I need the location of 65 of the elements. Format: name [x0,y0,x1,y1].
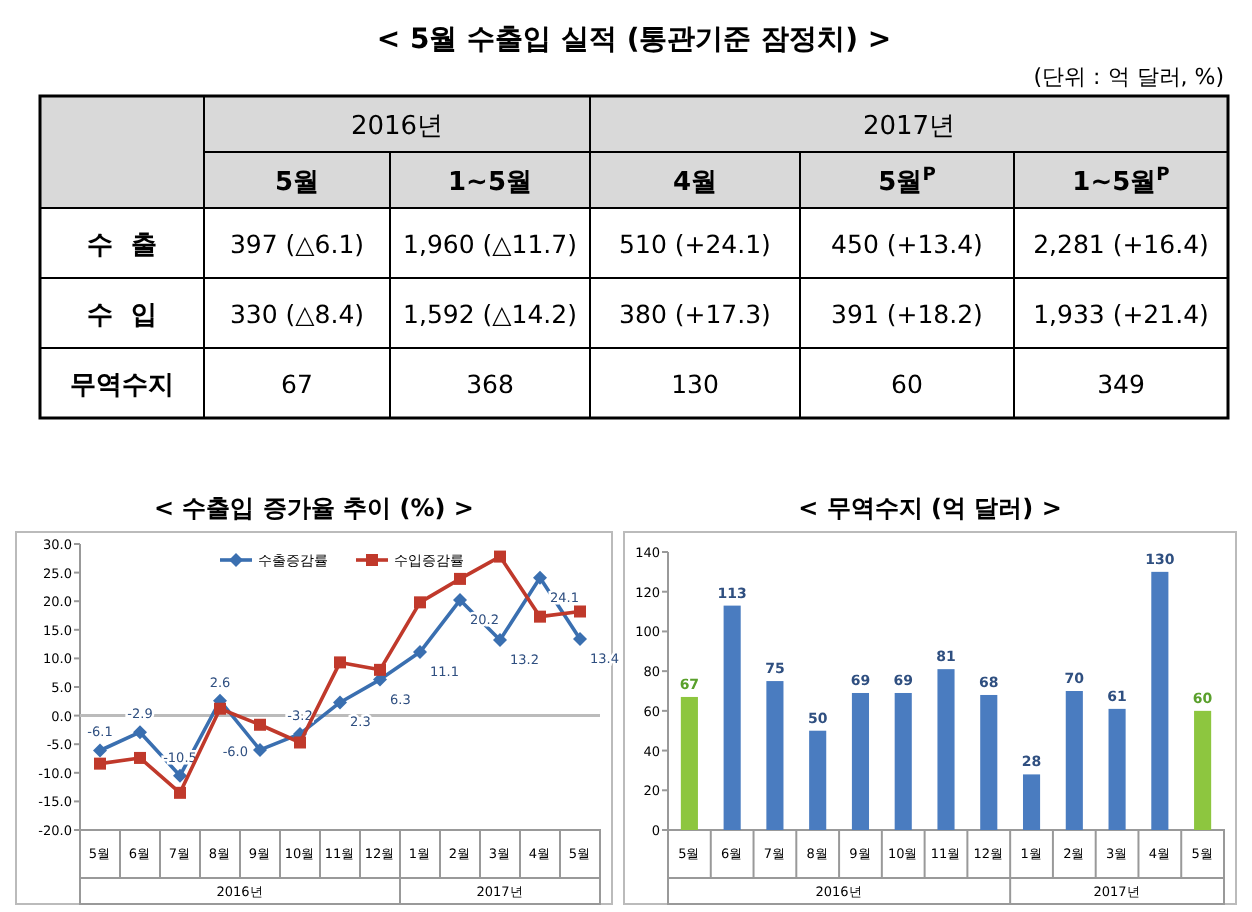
text: 60 [891,369,923,399]
category-label: 4월 [672,168,718,198]
point [94,757,106,770]
point [334,656,346,669]
text: 330 (△8.4) [229,299,365,329]
category-label: 무역수지 [70,371,174,401]
text: 368 [466,369,514,399]
point [493,633,507,648]
text: (단위 : 억 달러, %) [1033,64,1224,90]
point [453,593,467,608]
text: 349 [1097,369,1145,399]
bar [680,696,698,830]
point [134,751,146,764]
category-label: 1~5월$^{P}$ [1072,166,1171,198]
bar [851,692,870,830]
point [574,605,586,618]
text: 397 (△6.1) [229,229,365,259]
category-label: 1~5월 [448,168,532,198]
point [333,695,347,710]
text: 2016년 [350,112,444,142]
point [294,736,306,749]
text: 130 [671,369,719,399]
point [173,768,187,783]
category-label: 5월 [274,168,320,198]
text: 2017년 [862,112,956,142]
bar [1151,571,1169,830]
category-label: 수 입 [86,301,158,331]
text: 67 [281,369,313,399]
text: 2,281 (+16.4) [1033,229,1209,259]
bar [1065,691,1083,830]
bar [894,692,912,830]
point [254,718,266,731]
text: < 5월 수출입 실적 (통관기준 잠정치) > [376,24,892,56]
text: 391 (+18.2) [831,299,983,329]
text: 1,960 (△11.7) [403,229,577,259]
point [573,631,587,646]
text: 380 (+17.3) [619,299,771,329]
bar [1108,708,1126,830]
bar [1022,774,1041,830]
point [494,550,506,563]
point [374,663,386,676]
chart-title: < 수출입 증가율 추이 (%) > [154,494,474,522]
point [413,645,427,660]
point [214,702,226,715]
bar [980,694,998,830]
point [174,786,186,799]
text: 1,933 (+21.4) [1033,299,1209,329]
point [133,725,147,740]
point [253,742,267,757]
point [533,570,547,585]
chart-title: < 무역수지 (억 달러) > [798,494,1062,522]
point [414,596,426,609]
bar [766,681,784,830]
category-label: 5월$^{P}$ [878,166,937,198]
bar [937,669,955,830]
text: 1,592 (△14.2) [403,299,577,329]
bar [1194,710,1212,830]
point [93,743,107,758]
bar [809,730,827,830]
text: 510 (+24.1) [619,229,771,259]
text: 450 (+13.4) [831,229,983,259]
point [534,610,546,623]
point [454,572,466,585]
bar [723,605,741,830]
category-label: 수 출 [86,231,158,261]
